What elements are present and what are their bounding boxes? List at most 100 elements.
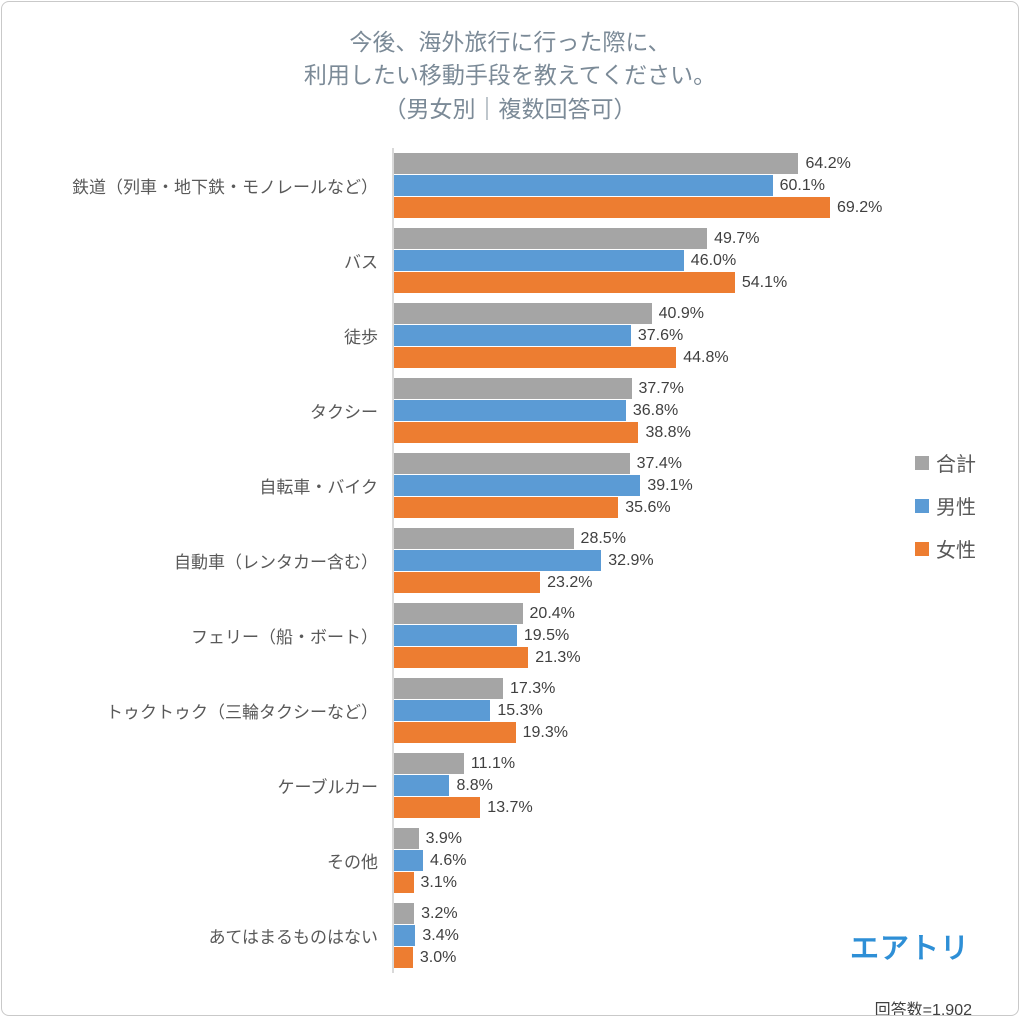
bar-total	[394, 753, 464, 775]
bar-male	[394, 925, 416, 947]
bar-line-female: 3.0%	[394, 947, 1018, 969]
bar-male	[394, 400, 626, 422]
legend-item-female: 女性	[915, 534, 976, 563]
bar-total	[394, 603, 523, 625]
bar-line-male: 32.9%	[394, 550, 1018, 572]
chart-row: タクシー 37.7% 36.8% 38.8%	[2, 373, 1018, 449]
category-label: その他	[327, 853, 378, 873]
chart-rows: 鉄道（列車・地下鉄・モノレールなど） 64.2% 60.1% 69.2% バス 49.7%…	[2, 148, 1018, 974]
value-label-total: 3.2%	[421, 904, 458, 922]
value-label-total: 3.9%	[425, 829, 463, 847]
legend-label-female: 女性	[936, 540, 976, 563]
bar-male	[394, 325, 631, 347]
legend-label-male: 男性	[936, 497, 976, 520]
bar-line-female: 21.3%	[394, 647, 1018, 669]
value-label-total: 28.5%	[580, 529, 626, 547]
chart-row: 自動車（レンタカー含む） 28.5% 32.9% 23.2%	[2, 523, 1018, 599]
legend-item-total: 合計	[915, 448, 976, 477]
bar-line-female: 23.2%	[394, 572, 1018, 594]
value-label-male: 37.6%	[637, 326, 684, 344]
value-label-male: 60.1%	[779, 176, 825, 194]
value-label-total: 37.7%	[638, 379, 684, 397]
bar-line-female: 38.8%	[394, 422, 1018, 444]
bar-group: 28.5% 32.9% 23.2%	[392, 523, 1018, 599]
bar-group: 40.9% 37.6% 44.8%	[392, 298, 1018, 374]
chart-title: 今後、海外旅行に行った際に、 利用したい移動手段を教えてください。 （男女別｜複…	[2, 26, 1018, 126]
bar-female	[394, 422, 639, 444]
bar-line-female: 54.1%	[394, 272, 1018, 294]
chart-area: 鉄道（列車・地下鉄・モノレールなど） 64.2% 60.1% 69.2% バス 49.7%…	[2, 148, 1018, 1015]
bar-male	[394, 850, 423, 872]
bar-male	[394, 625, 517, 647]
bar-female	[394, 497, 619, 519]
chart-row: 鉄道（列車・地下鉄・モノレールなど） 64.2% 60.1% 69.2%	[2, 148, 1018, 224]
chart-row: あてはまるものはない 3.2% 3.4% 3.0%	[2, 898, 1018, 974]
value-label-total: 40.9%	[658, 304, 705, 322]
bar-group: 64.2% 60.1% 69.2%	[392, 148, 1018, 224]
bar-female	[394, 872, 414, 894]
value-label-total: 49.7%	[714, 229, 760, 247]
chart-legend: 合計男性女性	[915, 448, 976, 563]
chart-row: バス 49.7% 46.0% 54.1%	[2, 223, 1018, 299]
bar-group: 37.4% 39.1% 35.6%	[392, 448, 1018, 524]
value-label-total: 11.1%	[470, 754, 516, 772]
value-label-female: 19.3%	[522, 723, 568, 741]
bar-total	[394, 153, 799, 175]
value-label-female: 44.8%	[683, 348, 729, 366]
value-label-female: 3.1%	[420, 873, 457, 891]
value-label-female: 21.3%	[535, 648, 581, 666]
value-label-total: 64.2%	[805, 154, 851, 172]
bar-total	[394, 903, 415, 925]
bar-line-total: 28.5%	[394, 528, 1018, 550]
value-label-female: 3.0%	[419, 948, 457, 966]
bar-line-male: 37.6%	[394, 325, 1018, 347]
bar-group: 3.9% 4.6% 3.1%	[392, 823, 1018, 899]
category-label: ケーブルカー	[277, 778, 378, 798]
respondents-note: 回答数=1,902	[874, 1002, 972, 1016]
bar-line-male: 8.8%	[394, 775, 1018, 797]
bar-male	[394, 175, 773, 197]
value-label-male: 32.9%	[608, 551, 654, 569]
bar-total	[394, 303, 652, 325]
value-label-male: 15.3%	[497, 701, 543, 719]
chart-row: フェリー（船・ボート） 20.4% 19.5% 21.3%	[2, 598, 1018, 674]
chart-row: 自転車・バイク 37.4% 39.1% 35.6%	[2, 448, 1018, 524]
value-label-total: 17.3%	[509, 679, 556, 697]
bar-line-male: 36.8%	[394, 400, 1018, 422]
category-label: トゥクトゥク（三輪タクシーなど）	[106, 703, 378, 723]
bar-female	[394, 947, 413, 969]
chart-row: その他 3.9% 4.6% 3.1%	[2, 823, 1018, 899]
chart-title-line2: 利用したい移動手段を教えてください。	[303, 62, 717, 89]
bar-total	[394, 528, 574, 550]
value-label-female: 54.1%	[741, 273, 788, 291]
bar-female	[394, 797, 481, 819]
bar-line-total: 40.9%	[394, 303, 1018, 325]
bar-line-male: 19.5%	[394, 625, 1018, 647]
chart-title-line3: （男女別｜複数回答可）	[383, 95, 637, 122]
bar-male	[394, 475, 641, 497]
bar-group: 17.3% 15.3% 19.3%	[392, 673, 1018, 749]
category-label: 徒歩	[344, 328, 378, 348]
value-label-female: 38.8%	[645, 423, 691, 441]
bar-group: 49.7% 46.0% 54.1%	[392, 223, 1018, 299]
bar-line-male: 4.6%	[394, 850, 1018, 872]
bar-line-female: 3.1%	[394, 872, 1018, 894]
bar-line-total: 3.2%	[394, 903, 1018, 925]
value-label-male: 8.8%	[456, 776, 493, 794]
value-label-total: 20.4%	[529, 604, 575, 622]
bar-group: 11.1% 8.8% 13.7%	[392, 748, 1018, 824]
bar-line-female: 44.8%	[394, 347, 1018, 369]
bar-male	[394, 775, 450, 797]
value-label-total: 37.4%	[636, 454, 682, 472]
bar-female	[394, 722, 516, 744]
bar-line-female: 35.6%	[394, 497, 1018, 519]
bar-line-total: 64.2%	[394, 153, 1018, 175]
bar-line-male: 3.4%	[394, 925, 1018, 947]
value-label-male: 3.4%	[422, 926, 459, 944]
bar-female	[394, 647, 529, 669]
chart-title-line1: 今後、海外旅行に行った際に、	[349, 29, 671, 55]
bar-line-male: 15.3%	[394, 700, 1018, 722]
airtrip-logo: エアトリ	[849, 933, 970, 965]
bar-female	[394, 347, 677, 369]
